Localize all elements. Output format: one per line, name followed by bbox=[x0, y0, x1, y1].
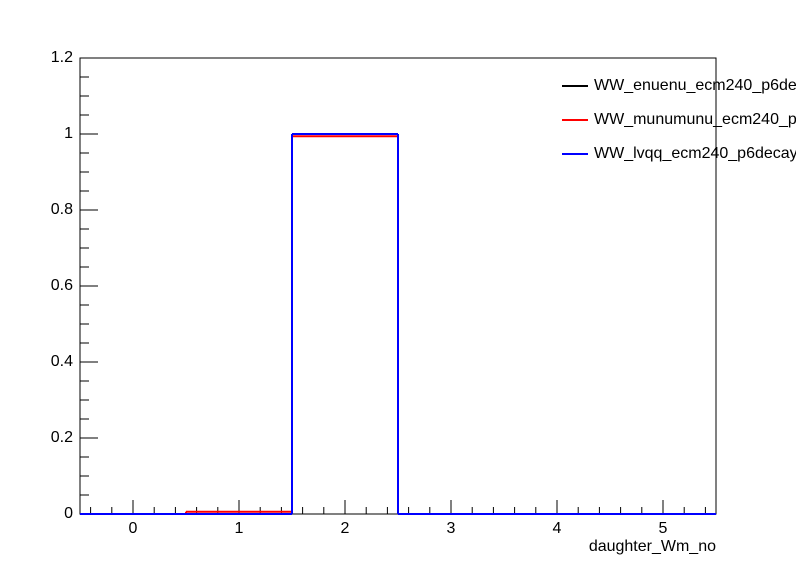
y-tick-label: 1.2 bbox=[51, 49, 73, 66]
y-tick-label: 1 bbox=[64, 125, 73, 142]
x-tick-label: 1 bbox=[235, 520, 244, 537]
y-tick-label: 0.8 bbox=[51, 201, 73, 218]
y-tick-label: 0.2 bbox=[51, 429, 73, 446]
legend-label: WW_enuenu_ecm240_p6de bbox=[594, 77, 796, 94]
x-tick-label: 0 bbox=[129, 520, 138, 537]
x-tick-label: 3 bbox=[447, 520, 456, 537]
x-tick-label: 5 bbox=[659, 520, 668, 537]
legend-label: WW_munumunu_ecm240_p bbox=[594, 111, 796, 128]
x-tick-label: 4 bbox=[553, 520, 562, 537]
x-tick-label: 2 bbox=[341, 520, 350, 537]
x-axis-label: daughter_Wm_no bbox=[589, 538, 716, 555]
y-tick-label: 0.6 bbox=[51, 277, 73, 294]
y-tick-label: 0.4 bbox=[51, 353, 73, 370]
legend-label: WW_lvqq_ecm240_p6decay bbox=[594, 145, 796, 162]
y-tick-label: 0 bbox=[64, 505, 73, 522]
